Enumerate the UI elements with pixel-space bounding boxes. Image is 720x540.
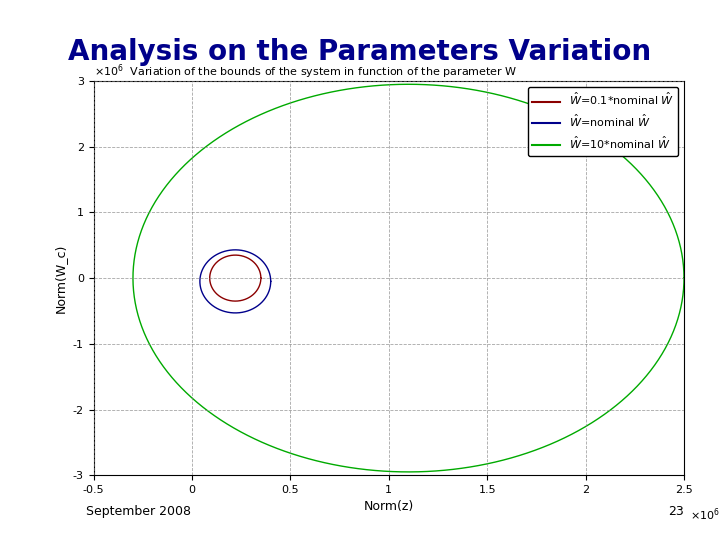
Legend: $\hat{W}$=0.1*nominal $\hat{W}$, $\hat{W}$=nominal $\hat{W}$, $\hat{W}$=10*nomin: $\hat{W}$=0.1*nominal $\hat{W}$, $\hat{W…	[528, 86, 678, 156]
Text: $\times 10^6$: $\times 10^6$	[690, 507, 720, 523]
X-axis label: Norm(z): Norm(z)	[364, 501, 414, 514]
Text: $\times 10^6$  Variation of the bounds of the system in function of the paramete: $\times 10^6$ Variation of the bounds of…	[94, 62, 517, 81]
Y-axis label: Norm(W_c): Norm(W_c)	[54, 244, 67, 313]
Text: Analysis on the Parameters Variation: Analysis on the Parameters Variation	[68, 38, 652, 66]
Text: September 2008: September 2008	[86, 505, 192, 518]
Text: 23: 23	[668, 505, 684, 518]
